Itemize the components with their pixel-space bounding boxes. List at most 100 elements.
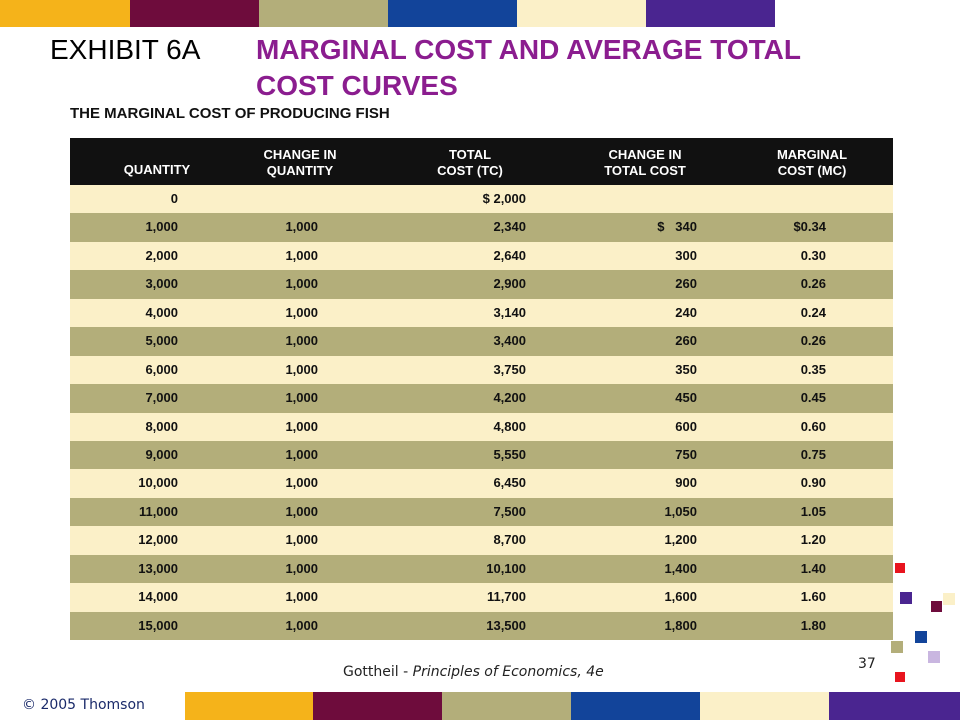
table-row [70,440,893,470]
color-block [517,0,646,27]
column-header: QUANTITY [266,163,334,178]
table-row [70,583,893,612]
column-header: QUANTITY [123,162,191,177]
table-cell: 10,100 [486,560,526,576]
table-cell: 9,000 [145,446,178,462]
table-cell: 7,500 [493,503,526,519]
table-cell: 2,900 [493,276,526,292]
color-block [442,692,571,720]
table-row [70,213,893,242]
column-header: TOTAL [448,147,492,162]
table-cell: 1,400 [664,560,697,576]
source-author: Gottheil - [343,664,413,680]
table-row [70,412,893,441]
table-cell: 11,000 [138,503,178,519]
table-cell: 2,640 [493,247,526,263]
table-cell: 2,000 [145,247,178,263]
table-cell: 1,000 [285,390,318,406]
table-cell: 600 [675,418,697,434]
table-cell: 0.75 [800,446,826,462]
table-cell: 0 [170,191,178,206]
table-cell: 1,000 [285,276,318,292]
table-cell: 1,000 [285,532,318,548]
table-cell: 13,500 [486,617,526,633]
page-number: 37 [858,656,876,672]
table-row [70,270,893,299]
table-row [70,611,893,640]
table-cell: 240 [675,304,697,320]
table-row [70,554,893,584]
table-cell: 1.05 [800,503,826,519]
table-cell: 1,000 [285,560,318,576]
deco [931,601,942,612]
slide-title: MARGINAL COST AND AVERAGE TOTAL [256,34,801,65]
table-cell: 0.60 [800,418,826,434]
table-row [70,469,893,498]
color-block [130,0,259,27]
table-cell: $0.34 [793,219,826,235]
deco [895,563,905,573]
table-cell: 450 [675,390,697,406]
table-cell: 0.24 [800,304,826,320]
table-cell: 1,000 [145,219,178,235]
table-header [70,138,893,185]
table-cell: 1,000 [285,503,318,519]
table-cell: 1,000 [285,418,318,434]
column-header: MARGINAL [776,147,848,162]
table-row [70,327,893,356]
table-cell: 14,000 [138,589,178,605]
column-header: CHANGE IN [608,147,682,162]
table-cell: 1,800 [664,617,697,633]
table-cell: 8,000 [145,418,178,434]
table-cell: $ 2,000 [482,191,526,206]
table-cell: 15,000 [138,617,178,633]
table-cell: 900 [675,475,697,491]
table-cell: 4,800 [493,418,526,434]
deco [900,592,912,604]
table-cell: 1,000 [285,475,318,491]
table: QUANTITY CHANGE IN QUANTITY TOTAL COST (TC) C… [70,138,893,640]
color-block [313,692,442,720]
table-cell: 5,550 [493,446,526,462]
table-cell: 1,000 [285,589,318,605]
column-header: CHANGE IN [263,147,337,162]
table-cell: 1.60 [800,589,826,605]
table-cell: 1,200 [664,532,697,548]
color-block [185,692,313,720]
exhibit-label: EXHIBIT 6A [50,34,201,65]
table-title: THE MARGINAL COST OF PRODUCING FISH [70,105,390,122]
copyright: © 2005 Thomson [22,697,145,713]
table-cell: 1,000 [285,219,318,235]
source: Gottheil - Principles of Economics, 4e [343,664,604,680]
table-cell: 1,000 [285,446,318,462]
table-row [70,298,893,328]
table-row [70,241,893,271]
table-cell: 2,340 [493,219,526,235]
color-block [700,692,829,720]
table-cell: 1,000 [285,617,318,633]
table-row [70,185,893,214]
table-row [70,355,893,385]
deco [891,641,903,653]
table-cell: 12,000 [138,532,178,548]
table-cell: 7,000 [145,390,178,406]
column-header: TOTAL COST [604,163,686,178]
table-cell: 3,400 [493,333,526,349]
table-cell: 1,600 [664,589,697,605]
table-cell: 0.26 [800,333,826,349]
table-row [70,497,893,527]
color-block [646,0,775,27]
table-cell: 1,000 [285,304,318,320]
table-cell: 260 [675,276,697,292]
table-cell: 10,000 [138,475,178,491]
table-cell: 13,000 [138,560,178,576]
table-cell: 1,000 [285,361,318,377]
deco [943,593,955,605]
table-cell: 11,700 [486,589,526,605]
slide-title: COST CURVES [256,70,458,101]
table-cell: 260 [675,333,697,349]
deco [928,651,940,663]
table-cell: 350 [675,361,697,377]
table-cell: 300 [675,247,697,263]
